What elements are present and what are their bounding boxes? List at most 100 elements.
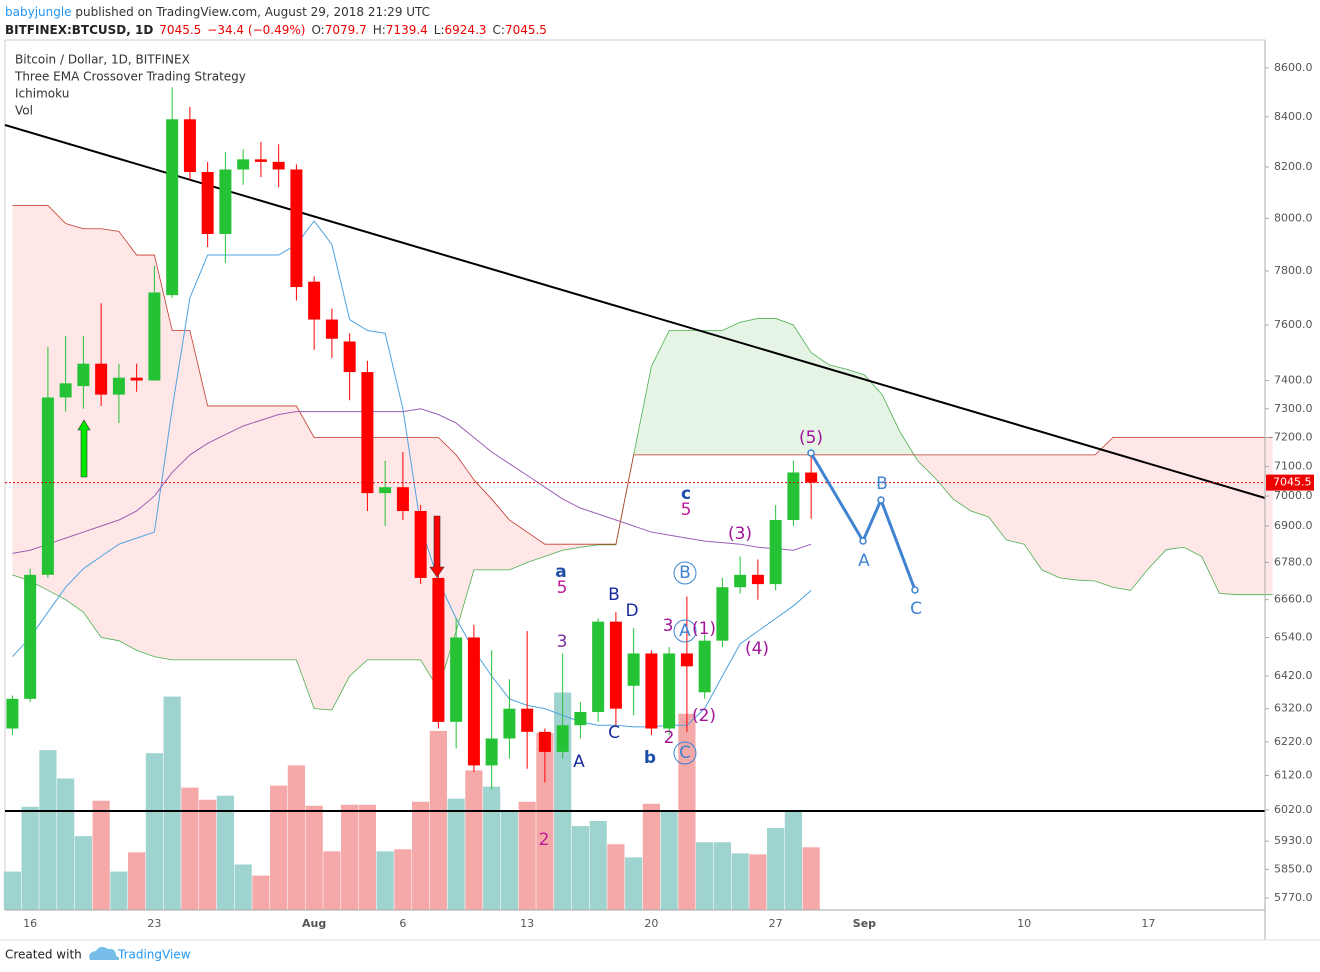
volume-bar xyxy=(767,828,785,910)
volume-bar xyxy=(39,750,57,910)
candle-body xyxy=(645,653,658,729)
l-value: 6924.3 xyxy=(445,23,487,37)
wave-label: 2 xyxy=(664,728,675,748)
volume xyxy=(3,692,820,910)
cloud-segment xyxy=(846,369,865,455)
cloud-segment xyxy=(83,228,102,638)
volume-bar xyxy=(607,844,625,910)
volume-bar xyxy=(465,770,483,910)
volume-bar xyxy=(447,798,465,910)
volume-bar xyxy=(412,801,430,910)
candle-body xyxy=(734,574,747,588)
volume-bar xyxy=(642,803,660,910)
cloud-segment xyxy=(704,330,723,455)
cloud-segment xyxy=(562,544,581,551)
cloud-segment xyxy=(1006,454,1025,545)
volume-bar xyxy=(731,853,749,910)
candle-body xyxy=(592,621,605,712)
y-tick-label: 6020.0 xyxy=(1274,803,1313,816)
candle-body xyxy=(130,377,143,381)
cloud-segment xyxy=(1130,437,1149,591)
y-tick-label: 6660.0 xyxy=(1274,593,1313,606)
cloud-segment xyxy=(1254,437,1273,595)
cloud-segment xyxy=(988,454,1007,540)
volume-bar xyxy=(128,852,146,910)
cloud-segment xyxy=(101,228,119,641)
volume-bar xyxy=(3,871,22,910)
h-value: 7139.4 xyxy=(386,23,428,37)
published: published on TradingView.com, August 29,… xyxy=(72,5,430,19)
wave-label: A xyxy=(573,752,585,772)
symbol-line: BITFINEX:BTCUSD, 1D 7045.5 −34.4 (−0.49%) O… xyxy=(5,23,547,37)
candle-body xyxy=(769,520,782,585)
last-price-label: 7045.5 xyxy=(1273,476,1312,489)
cloud-segment xyxy=(172,330,190,660)
l-label: L: xyxy=(434,23,445,37)
o-value: 7079.7 xyxy=(325,23,367,37)
volume-bar xyxy=(625,857,643,910)
wave-label: B xyxy=(679,563,691,583)
last-price-box xyxy=(1266,474,1314,491)
volume-bar xyxy=(660,810,678,910)
candle-body xyxy=(308,281,321,320)
candle-body xyxy=(325,319,338,339)
cloud-segment xyxy=(757,318,776,455)
circled-labels xyxy=(673,561,697,765)
x-tick-label: Sep xyxy=(853,917,876,930)
candle-body xyxy=(361,372,374,494)
wave-label: C xyxy=(910,599,922,619)
x-tick-label: 23 xyxy=(147,917,161,930)
cloud-segment xyxy=(864,374,883,455)
cloud-segment xyxy=(1237,437,1255,595)
axes: 5770.05850.05930.06020.06120.06220.06320… xyxy=(23,61,1314,930)
candle-body xyxy=(467,637,480,766)
wave-label: (1) xyxy=(692,619,716,639)
candle-body xyxy=(290,169,303,288)
cloud-segment xyxy=(1166,437,1184,550)
volume-bar xyxy=(270,785,288,910)
candle-body xyxy=(183,119,196,173)
created-with: Created with xyxy=(5,948,82,962)
cloud-segment xyxy=(1024,454,1042,570)
volume-bar xyxy=(696,842,714,910)
brand[interactable]: TradingView xyxy=(117,948,191,962)
volume-bar xyxy=(92,800,110,910)
volume-bar xyxy=(713,842,731,910)
candle-body xyxy=(272,161,285,170)
cloud-segment xyxy=(225,405,244,660)
change: −34.4 (−0.49%) xyxy=(207,23,305,37)
legend-entry: Vol xyxy=(15,104,33,118)
cloud-segment xyxy=(775,318,794,455)
wave-label: A xyxy=(858,551,870,571)
candle-body xyxy=(538,731,551,752)
cloud-segment xyxy=(1112,437,1131,591)
candle-body xyxy=(396,487,409,512)
author[interactable]: babyjungle xyxy=(5,5,72,19)
volume-bar xyxy=(429,730,447,910)
candle-body xyxy=(609,621,622,709)
wave-label: 5 xyxy=(557,578,568,598)
volume-bar xyxy=(571,826,589,910)
cloud-segment xyxy=(1201,437,1220,594)
volume-bar xyxy=(589,820,607,910)
candles xyxy=(5,87,1265,790)
candle-body xyxy=(450,637,463,722)
candle-body xyxy=(95,363,108,395)
cloud-segment xyxy=(509,520,528,570)
wave-label: D xyxy=(625,601,638,621)
y-tick-label: 8000.0 xyxy=(1274,211,1313,224)
y-tick-label: 7600.0 xyxy=(1274,318,1313,331)
cloud-segment xyxy=(118,231,137,651)
cloud-segment xyxy=(527,532,545,563)
cloud-segment xyxy=(243,405,261,660)
y-tick-label: 5930.0 xyxy=(1274,834,1313,847)
y-tick-label: 6900.0 xyxy=(1274,519,1313,532)
volume-bar xyxy=(749,854,767,910)
y-tick-label: 8600.0 xyxy=(1274,61,1313,74)
volume-bar xyxy=(500,811,518,910)
wave-label: 3 xyxy=(557,632,568,652)
cloud-segment xyxy=(882,394,900,455)
volume-bar xyxy=(163,696,181,910)
last: 7045.5 xyxy=(159,23,201,37)
